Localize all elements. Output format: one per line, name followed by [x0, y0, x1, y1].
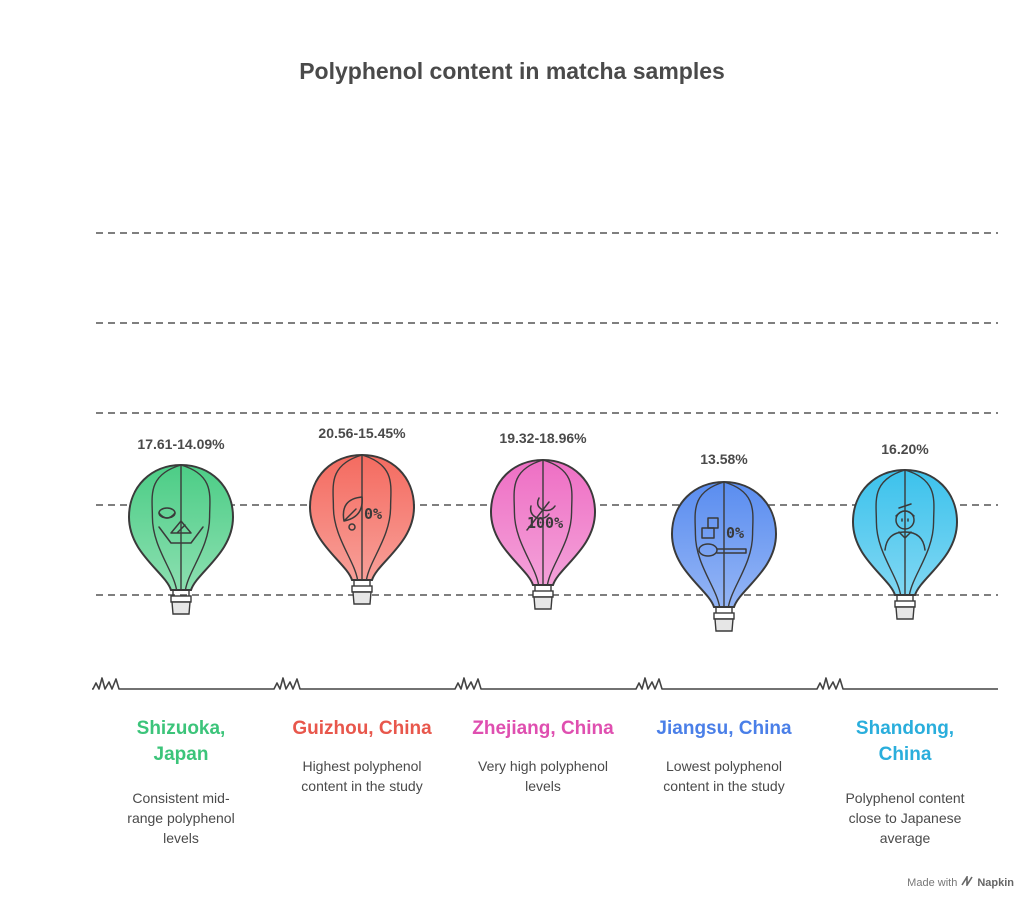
- balloon-value: 19.32-18.96%: [499, 430, 587, 446]
- balloon-basket: [895, 606, 915, 620]
- balloon-seam: [904, 469, 935, 596]
- region-description: Polyphenol content close to Japanese avera…: [845, 790, 965, 846]
- balloon-caption: Guizhou, China Highest polyphenol content …: [267, 716, 457, 796]
- region-name: Shizuoka, Japan: [136, 718, 226, 765]
- balloon-seam: [332, 454, 363, 581]
- balloon-seam: [513, 459, 544, 586]
- credit[interactable]: Made with Napkin: [907, 874, 1014, 889]
- region-name: Guizhou, China: [292, 718, 432, 739]
- balloon-caption: Shandong, China Polyphenol content close to…: [810, 716, 1000, 848]
- icon-percent-label: 0%: [364, 505, 382, 523]
- region-name: Jiangsu, China: [656, 718, 792, 739]
- balloon-seam: [723, 481, 754, 608]
- region-name: Shandong, China: [855, 718, 955, 765]
- balloon-seam: [542, 459, 573, 586]
- region-description: Very high polyphenol levels: [478, 758, 608, 794]
- icon-percent-label: 100%: [527, 514, 563, 532]
- wheat-icon: 100%: [526, 497, 563, 532]
- region-description: Lowest polyphenol content in the study: [663, 758, 785, 794]
- balloon-basket: [352, 591, 372, 605]
- balloon: 0%: [308, 453, 416, 605]
- balloon-caption: Shizuoka, Japan Consistent mid-range polyp…: [86, 716, 276, 848]
- credit-brand: Napkin: [977, 876, 1014, 889]
- credit-prefix: Made with: [907, 876, 958, 889]
- balloon-seam: [180, 464, 211, 591]
- balloon-caption: Jiangsu, China Lowest polyphenol content i…: [629, 716, 819, 796]
- icon-percent-label: 0%: [726, 524, 744, 542]
- napkin-logo-icon: [961, 874, 973, 889]
- measuring-spoon-icon: 0%: [698, 517, 747, 557]
- balloon-value: 13.58%: [700, 451, 748, 467]
- balloon-seam: [151, 464, 182, 591]
- balloon: [851, 468, 959, 620]
- tea-ceremony-icon: [158, 507, 204, 544]
- region-description: Highest polyphenol content in the study: [301, 758, 423, 794]
- balloon-caption: Zhejiang, China Very high polyphenol level…: [448, 716, 638, 796]
- balloon-seam: [875, 469, 906, 596]
- balloon-basket: [171, 601, 191, 615]
- balloon-value: 16.20%: [881, 441, 929, 457]
- balloon: 100%: [489, 458, 597, 610]
- balloon: 0%: [670, 480, 778, 632]
- person-icon: [884, 503, 926, 551]
- balloon-basket: [533, 596, 553, 610]
- percent-leaf-icon: 0%: [342, 496, 382, 531]
- balloon-seam: [361, 454, 392, 581]
- balloon-value: 17.61-14.09%: [137, 436, 225, 452]
- balloon-seam: [694, 481, 725, 608]
- chart-title: Polyphenol content in matcha samples: [299, 58, 725, 84]
- region-description: Consistent mid-range polyphenol levels: [127, 790, 235, 846]
- balloon-basket: [714, 618, 734, 632]
- balloon: [127, 463, 235, 615]
- balloon-value: 20.56-15.45%: [318, 425, 406, 441]
- region-name: Zhejiang, China: [472, 718, 614, 739]
- ground-line: [92, 677, 998, 690]
